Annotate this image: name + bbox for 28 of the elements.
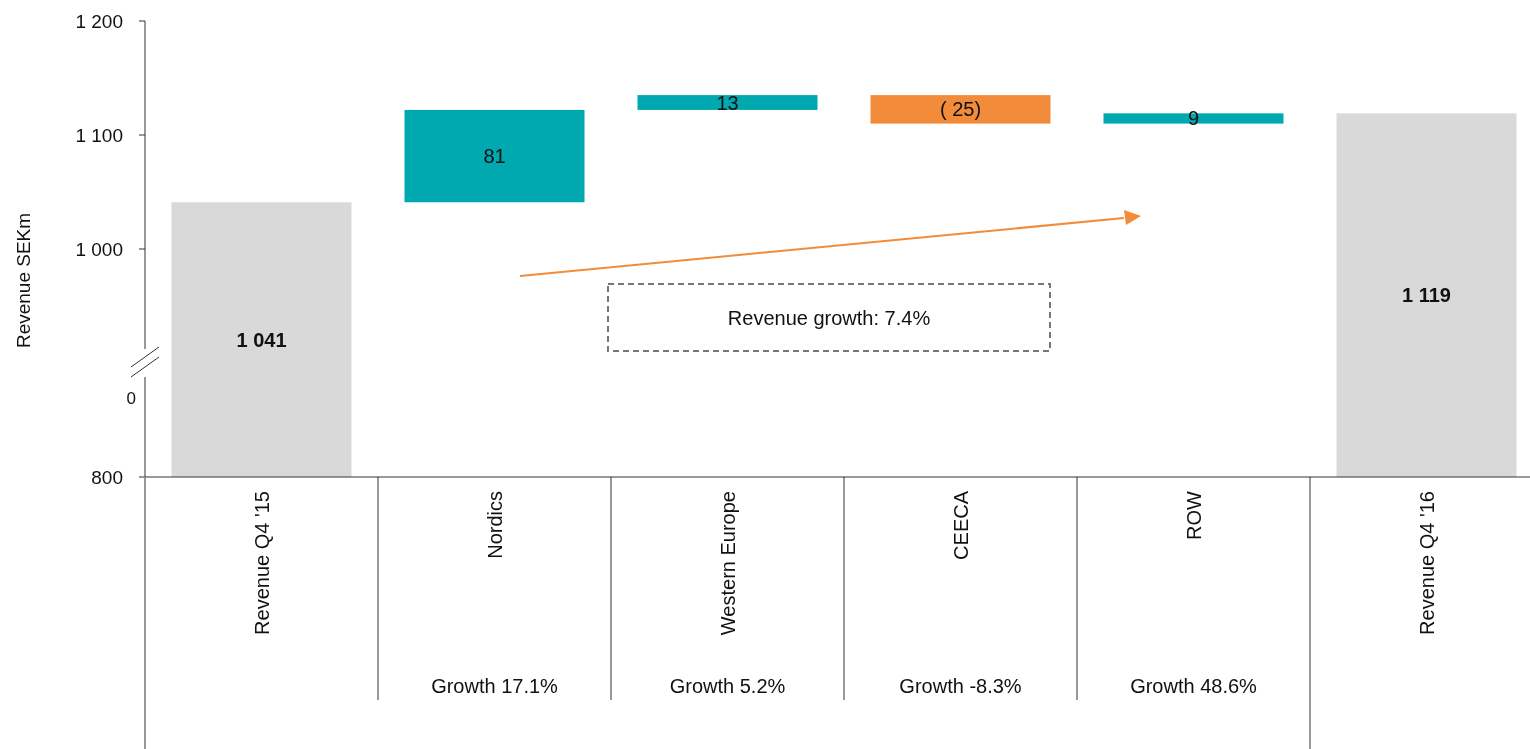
bar [637, 95, 818, 110]
data-label: 13 [716, 91, 739, 114]
bar [171, 202, 352, 477]
text: Growth 17.1% [431, 675, 559, 697]
bar [1103, 113, 1284, 124]
bar [870, 95, 1051, 124]
data-label: 1 041 [236, 328, 287, 351]
x-tick-label: Western Europe [716, 491, 739, 636]
y-axis-title: Revenue SEKm [13, 212, 34, 349]
bar [404, 109, 585, 203]
text: Growth 48.6% [1130, 675, 1258, 697]
text: Growth -8.3% [899, 675, 1022, 697]
bar [1336, 113, 1517, 477]
text: Growth 5.2% [669, 675, 786, 697]
x-tick-label: CEECA [949, 490, 972, 560]
text: 0 [126, 388, 136, 408]
x-tick-label: Nordics [483, 491, 506, 559]
y-tick-label: 800 [91, 466, 123, 488]
y-tick-label: 1 000 [75, 238, 123, 260]
data-label: 1 119 [1402, 284, 1451, 307]
data-label: 81 [483, 145, 506, 168]
y-tick-label: 1 200 [75, 10, 123, 32]
data-label: ( 25) [939, 98, 982, 121]
x-tick-label: Revenue Q4 '15 [250, 491, 273, 635]
x-tick-label: Revenue Q4 '16 [1415, 491, 1438, 635]
y-tick-label: 1 100 [75, 124, 123, 146]
x-tick-label: ROW [1182, 490, 1205, 540]
annotation: Revenue growth: 7.4% [727, 307, 931, 329]
